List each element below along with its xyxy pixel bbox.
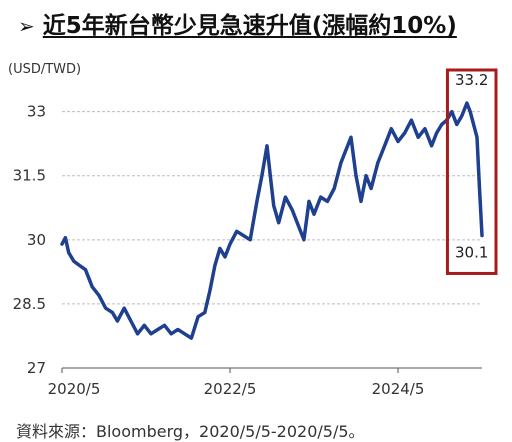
y-tick-label: 27 — [27, 359, 46, 377]
y-tick-label: 31.5 — [13, 167, 46, 185]
chart-title: ➢ 近5年新台幣少見急速升值(漲幅約10%) — [18, 6, 457, 40]
title-text: 近5年新台幣少見急速升值(漲幅約10%) — [42, 13, 457, 39]
x-tick-label: 2024/5 — [372, 380, 425, 398]
highlight-box — [445, 68, 498, 275]
y-axis-unit-label: (USD/TWD) — [8, 62, 82, 77]
x-tick-label: 2020/5 — [48, 380, 101, 398]
x-tick-label: 2022/5 — [204, 380, 257, 398]
source-note: 資料來源：Bloomberg，2020/5/5-2020/5/5。 — [16, 422, 365, 441]
y-tick-label: 30 — [27, 231, 46, 249]
usd-twd-line — [60, 101, 484, 340]
y-tick-label: 33 — [27, 103, 46, 121]
arrow-bullet-icon: ➢ — [18, 14, 35, 38]
y-tick-label: 28.5 — [13, 295, 46, 313]
data-label: 30.1 — [455, 244, 488, 262]
data-label: 33.2 — [455, 71, 488, 89]
